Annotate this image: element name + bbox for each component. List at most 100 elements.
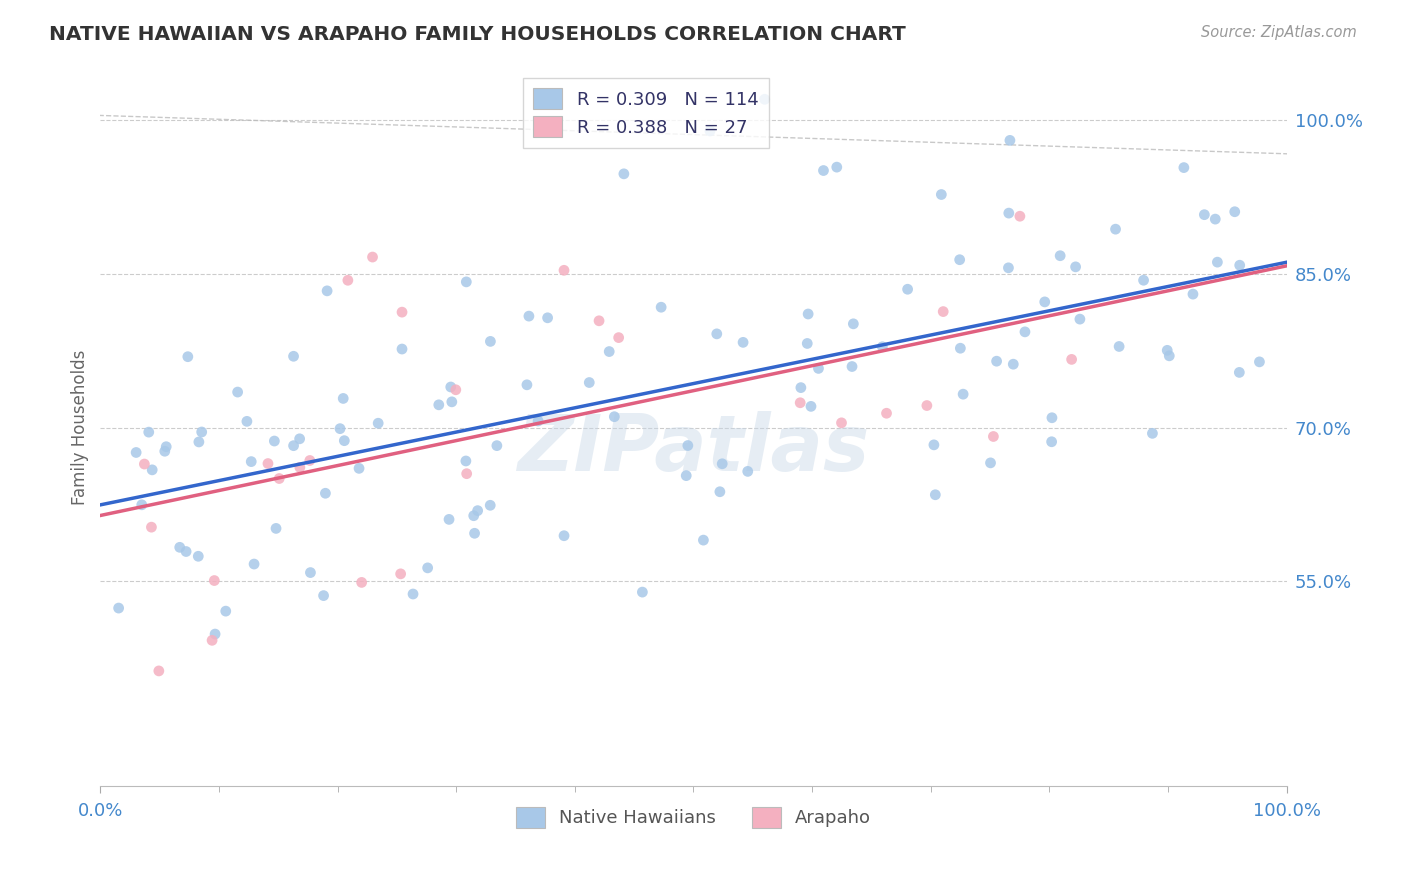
Point [316, 284, 339, 298]
Point [997, 260, 1019, 275]
Point [190, 425, 212, 439]
Point [952, 387, 974, 401]
Point [226, 385, 249, 400]
Point [924, 488, 946, 502]
Point [796, 336, 818, 351]
Point [706, 326, 728, 341]
Point [288, 432, 311, 446]
Point [915, 399, 938, 413]
Point [312, 589, 335, 603]
Point [841, 359, 863, 374]
Point [692, 533, 714, 548]
Point [516, 377, 538, 392]
Point [1104, 222, 1126, 236]
Point [288, 460, 311, 475]
Point [350, 575, 373, 590]
Point [842, 317, 865, 331]
Point [177, 350, 200, 364]
Point [1014, 325, 1036, 339]
Point [444, 383, 467, 397]
Point [332, 392, 354, 406]
Point [299, 566, 322, 580]
Point [336, 273, 359, 287]
Point [1132, 273, 1154, 287]
Point [536, 310, 558, 325]
Point [283, 349, 305, 363]
Point [257, 457, 280, 471]
Point [148, 664, 170, 678]
Text: NATIVE HAWAIIAN VS ARAPAHO FAMILY HOUSEHOLDS CORRELATION CHART: NATIVE HAWAIIAN VS ARAPAHO FAMILY HOUSEH… [49, 25, 905, 44]
Point [876, 406, 898, 420]
Point [553, 263, 575, 277]
Point [613, 167, 636, 181]
Point [456, 467, 478, 481]
Point [187, 434, 209, 449]
Point [1159, 349, 1181, 363]
Point [283, 439, 305, 453]
Point [141, 463, 163, 477]
Point [263, 434, 285, 448]
Point [983, 429, 1005, 443]
Point [456, 275, 478, 289]
Legend: Native Hawaiians, Arapaho: Native Hawaiians, Arapaho [509, 799, 879, 835]
Point [754, 92, 776, 106]
Point [141, 520, 163, 534]
Point [711, 457, 734, 471]
Point [440, 394, 463, 409]
Point [416, 561, 439, 575]
Point [1069, 312, 1091, 326]
Point [797, 307, 820, 321]
Point [1060, 352, 1083, 367]
Point [134, 457, 156, 471]
Point [699, 124, 721, 138]
Point [243, 557, 266, 571]
Point [1108, 339, 1130, 353]
Point [215, 604, 238, 618]
Point [440, 380, 463, 394]
Point [347, 461, 370, 475]
Point [789, 396, 811, 410]
Point [676, 438, 699, 452]
Point [807, 361, 830, 376]
Point [800, 400, 823, 414]
Point [813, 163, 835, 178]
Point [427, 398, 450, 412]
Point [1008, 209, 1031, 223]
Point [389, 566, 412, 581]
Point [588, 314, 610, 328]
Point [1204, 212, 1226, 227]
Y-axis label: Family Households: Family Households [72, 350, 89, 505]
Point [932, 304, 955, 318]
Point [174, 544, 197, 558]
Point [201, 633, 224, 648]
Point [897, 282, 920, 296]
Point [1206, 255, 1229, 269]
Point [153, 444, 176, 458]
Point [479, 498, 502, 512]
Point [367, 416, 389, 430]
Point [391, 342, 413, 356]
Point [391, 305, 413, 319]
Point [361, 250, 384, 264]
Point [1156, 343, 1178, 358]
Point [1229, 258, 1251, 272]
Point [454, 454, 477, 468]
Point [1049, 249, 1071, 263]
Point [517, 309, 540, 323]
Point [464, 526, 486, 541]
Point [138, 425, 160, 439]
Point [314, 486, 336, 500]
Point [790, 381, 813, 395]
Point [986, 354, 1008, 368]
Point [598, 344, 620, 359]
Point [607, 330, 630, 344]
Point [402, 587, 425, 601]
Point [578, 376, 600, 390]
Point [709, 484, 731, 499]
Point [650, 300, 672, 314]
Point [1223, 204, 1246, 219]
Point [463, 508, 485, 523]
Point [298, 453, 321, 467]
Point [527, 414, 550, 428]
Point [1194, 208, 1216, 222]
